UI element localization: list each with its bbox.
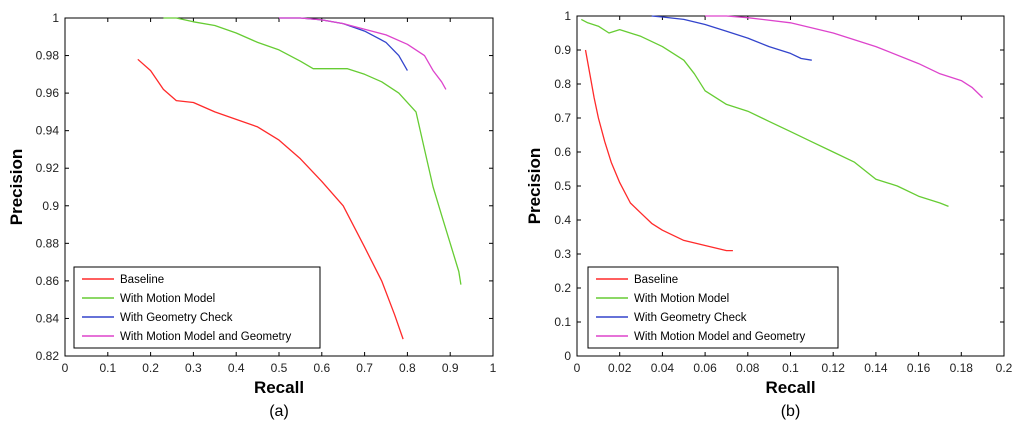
legend: Baseline With Motion Model With Geometry C… [587,266,839,349]
legend-label: Baseline [120,274,164,286]
x-tick-label: 0.5 [271,361,288,375]
legend-box [73,266,321,349]
y-tick-label: 0.5 [554,179,571,193]
x-tick-label: 0.14 [864,361,888,375]
series-line-baseline [137,58,404,340]
legend-label: With Geometry Check [634,312,747,324]
x-tick-label: 0.02 [608,361,632,375]
y-tick-label: 0.3 [554,247,571,261]
x-tick-label: 0.8 [399,361,416,375]
y-tick-label: 0.8 [554,77,571,91]
x-tick-label: 0.08 [736,361,760,375]
legend-label: Baseline [634,274,678,286]
y-tick-label: 0.7 [554,111,571,125]
y-tick-label: 0.82 [36,349,60,363]
y-tick-label: 0.6 [554,145,571,159]
x-tick-label: 0.04 [651,361,675,375]
series-line-with-motion-model [580,18,949,208]
y-tick-label: 0.92 [36,161,60,175]
x-tick-label: 0 [62,361,69,375]
y-tick-label: 0.88 [36,236,60,250]
x-tick-label: 1 [490,361,497,375]
y-tick-label: 0.96 [36,86,60,100]
series-line-with-motion-model [163,17,462,285]
y-tick-label: 0.4 [554,213,571,227]
x-tick-label: 0.12 [822,361,846,375]
y-tick-label: 0.9 [554,43,571,57]
legend-box [587,266,839,349]
x-tick-label: 0.1 [99,361,116,375]
legend-label: With Motion Model and Geometry [634,331,806,343]
y-tick-label: 1 [52,11,59,25]
series-line-with-motion-model-and-geometry [279,17,447,90]
x-tick-label: 0.6 [313,361,330,375]
y-tick-label: 0.9 [42,199,59,213]
y-tick-label: 0.2 [554,281,571,295]
y-tick-label: 0.1 [554,315,571,329]
legend-label: With Motion Model [120,293,215,305]
x-tick-label: 0.2 [142,361,159,375]
legend-label: With Motion Model and Geometry [120,331,292,343]
panel-label: (a) [269,403,289,420]
x-axis-label: Recall [765,378,815,397]
legend-label: With Geometry Check [120,312,233,324]
x-tick-label: 0.4 [228,361,245,375]
x-tick-label: 0.7 [356,361,373,375]
y-tick-label: 0.98 [36,49,60,63]
series-line-baseline [584,49,733,252]
x-tick-label: 0 [574,361,581,375]
x-axis-label: Recall [254,378,304,397]
series-line-with-geometry-check [651,15,812,61]
x-tick-label: 0.3 [185,361,202,375]
y-tick-label: 0 [564,349,571,363]
y-tick-label: 1 [564,9,571,23]
y-tick-label: 0.84 [36,311,60,325]
x-tick-label: 0.18 [950,361,974,375]
x-tick-label: 0.06 [693,361,717,375]
legend-label: With Motion Model [634,293,729,305]
x-tick-label: 0.9 [442,361,459,375]
chart-panel-b: 0 0.02 0.04 0.06 0.08 0.1 0.12 0.14 0.16 0.18 0.2 0… [525,9,1013,420]
y-axis-label: Precision [525,148,544,225]
y-tick-label: 0.86 [36,274,60,288]
y-tick-label: 0.94 [36,124,60,138]
y-axis-label: Precision [7,149,26,226]
chart-panel-a: 0 0.1 0.2 0.3 0.4 0.5 0.6 0.7 0.8 0.9 1 0.82 0.84 0.8… [7,11,497,420]
series-line-with-motion-model-and-geometry [705,15,984,99]
panel-label: (b) [781,403,801,420]
x-tick-label: 0.16 [907,361,931,375]
x-tick-label: 0.2 [996,361,1013,375]
legend: Baseline With Motion Model With Geometry C… [73,266,321,349]
x-tick-label: 0.1 [782,361,799,375]
